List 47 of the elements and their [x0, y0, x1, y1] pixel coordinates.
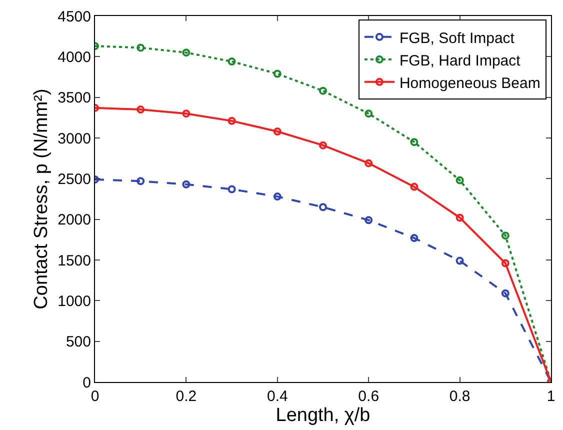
- point: [410, 138, 418, 146]
- x-tick-label: 1: [546, 388, 556, 405]
- point: [228, 58, 236, 66]
- y-tick-label: 500: [66, 334, 91, 351]
- point: [456, 256, 464, 265]
- x-tick-label: 0.8: [449, 388, 470, 405]
- point: [501, 259, 510, 268]
- x-axis-title: Length, χ/b: [276, 405, 370, 426]
- y-tick-label: 1500: [58, 252, 91, 270]
- point: [319, 141, 327, 150]
- point: [364, 110, 373, 118]
- point: [410, 234, 418, 242]
- point: [273, 192, 282, 201]
- legend-label: FGB, Soft Impact: [399, 30, 516, 47]
- point: [501, 289, 510, 298]
- y-tick-label: 2000: [58, 212, 91, 229]
- point: [273, 70, 282, 78]
- point: [364, 159, 373, 168]
- legend-label: Homogeneous Beam: [399, 74, 540, 92]
- y-tick-label: 1000: [58, 292, 91, 310]
- point: [456, 176, 464, 184]
- y-tick-label: 3500: [58, 90, 91, 107]
- point: [136, 177, 145, 186]
- point: [228, 185, 236, 194]
- point: [228, 116, 236, 125]
- point: [319, 203, 327, 212]
- y-tick-label: 2500: [58, 170, 91, 188]
- point: [182, 48, 190, 57]
- point: [182, 180, 190, 188]
- point: [501, 232, 510, 240]
- legend-label: FGB, Hard Impact: [399, 52, 522, 70]
- y-tick-label: 4000: [58, 48, 91, 66]
- y-tick-label: 3000: [58, 130, 91, 148]
- y-axis-title: Contact Stress, p (N/mm²): [31, 88, 52, 310]
- point: [410, 182, 418, 191]
- point: [136, 106, 145, 114]
- point: [364, 216, 373, 224]
- point: [319, 86, 327, 95]
- x-tick-label: 0.4: [266, 388, 288, 405]
- point: [456, 214, 464, 222]
- point: [136, 44, 145, 52]
- point: [273, 127, 282, 136]
- y-tick-label: 0: [82, 374, 91, 392]
- x-tick-label: 0.2: [176, 388, 197, 405]
- y-tick-label: 4500: [58, 8, 91, 26]
- x-tick-label: 0.6: [358, 388, 380, 405]
- point: [182, 110, 190, 118]
